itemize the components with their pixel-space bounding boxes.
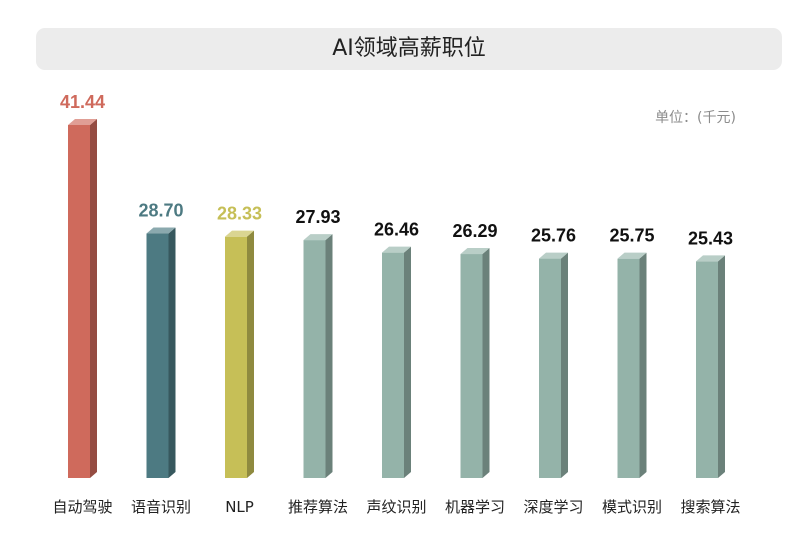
bar-side: [482, 248, 490, 478]
data-label: 27.93: [295, 207, 340, 227]
bar-side: [168, 227, 176, 478]
bar: [617, 258, 640, 478]
chart-title: AI领域高薪职位: [332, 36, 486, 61]
bar-top: [460, 248, 490, 255]
bar-top: [539, 252, 568, 259]
data-label: 25.75: [609, 226, 654, 246]
bar-top: [225, 230, 254, 237]
bar-top: [617, 252, 647, 259]
bar: [146, 233, 169, 478]
bar: [696, 261, 718, 478]
data-label: 41.44: [60, 92, 105, 112]
category-label: 搜索算法: [680, 498, 740, 516]
data-label: 25.43: [688, 228, 733, 248]
bar: [303, 240, 326, 478]
title-bar: AI领域高薪职位: [36, 28, 782, 70]
bar-side: [404, 246, 411, 478]
bar-side: [639, 252, 647, 478]
category-label: 模式识别: [602, 498, 662, 516]
bar-top: [696, 255, 725, 262]
bar: [382, 252, 404, 478]
bar: [225, 236, 247, 478]
bar-side: [325, 234, 333, 478]
category-label: 自动驾驶: [52, 498, 112, 516]
category-label: 机器学习: [445, 498, 505, 516]
bar-side: [718, 255, 725, 478]
category-label: 声纹识别: [366, 498, 426, 516]
bar-top: [68, 119, 97, 125]
bar: [539, 258, 561, 478]
bar-side: [561, 252, 568, 478]
bar-top: [303, 234, 333, 241]
data-label: 25.76: [531, 226, 576, 246]
bar-side: [90, 119, 97, 478]
bar-top: [382, 246, 411, 253]
unit-label: 单位：(千元): [655, 110, 736, 126]
bar-top: [146, 227, 176, 234]
bar: [68, 125, 90, 478]
category-label: 深度学习: [523, 498, 583, 516]
bar: [460, 254, 483, 478]
data-label: 28.33: [217, 204, 262, 224]
bar-side: [247, 230, 254, 478]
category-label: 语音识别: [131, 498, 191, 516]
category-label: 推荐算法: [288, 498, 348, 516]
data-label: 26.46: [374, 220, 419, 240]
data-label: 28.70: [138, 201, 183, 221]
data-label: 26.29: [452, 221, 497, 241]
category-label: NLP: [225, 498, 254, 516]
